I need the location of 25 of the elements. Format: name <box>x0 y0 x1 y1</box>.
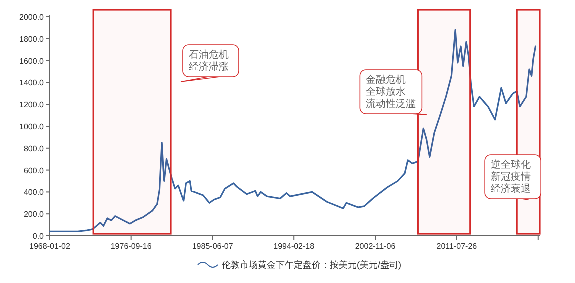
y-tick-label: 600.0 <box>24 166 45 176</box>
band-label: 逆全球化新冠疫情经济衰退 <box>491 159 532 195</box>
y-tick-label: 1800.0 <box>20 34 45 44</box>
line-series <box>49 29 537 232</box>
x-tick-label: 1985-06-07 <box>192 242 234 251</box>
x-tick-label: 2002-11-06 <box>355 242 396 251</box>
x-tick-label: 2011-07-26 <box>436 242 478 251</box>
x-tick-label: 1994-02-18 <box>274 242 316 251</box>
y-tick-label: 800.0 <box>24 144 45 154</box>
picture-callout: 石油危机经济滞涨 <box>180 44 240 82</box>
legend-label: 伦敦市场黄金下午定盘价：按美元(美元/盎司) <box>222 260 402 270</box>
y-tick-label: 1400.0 <box>20 78 45 88</box>
band-label: 金融危机全球放水流动性泛滥 <box>366 74 416 110</box>
y-tick-label: 1000.0 <box>20 122 45 132</box>
y-tick-label: 400.0 <box>24 188 45 198</box>
y-tick-label: 1600.0 <box>20 56 45 66</box>
picture-callout: 金融危机全球放水流动性泛滥 <box>360 70 428 116</box>
picture-callout: 逆全球化新冠疫情经济衰退 <box>484 154 542 200</box>
y-tick-label: 200.0 <box>24 210 45 220</box>
x-tick-label: 1968-01-02 <box>30 242 72 251</box>
y-tick-label: 1200.0 <box>20 100 45 110</box>
y-tick-label: 2000.0 <box>20 13 45 22</box>
y-tick-label: 0.0 <box>32 232 45 241</box>
x-tick-label: 1976-09-16 <box>110 242 152 251</box>
band-label: 石油危机经济滞涨 <box>189 49 230 73</box>
